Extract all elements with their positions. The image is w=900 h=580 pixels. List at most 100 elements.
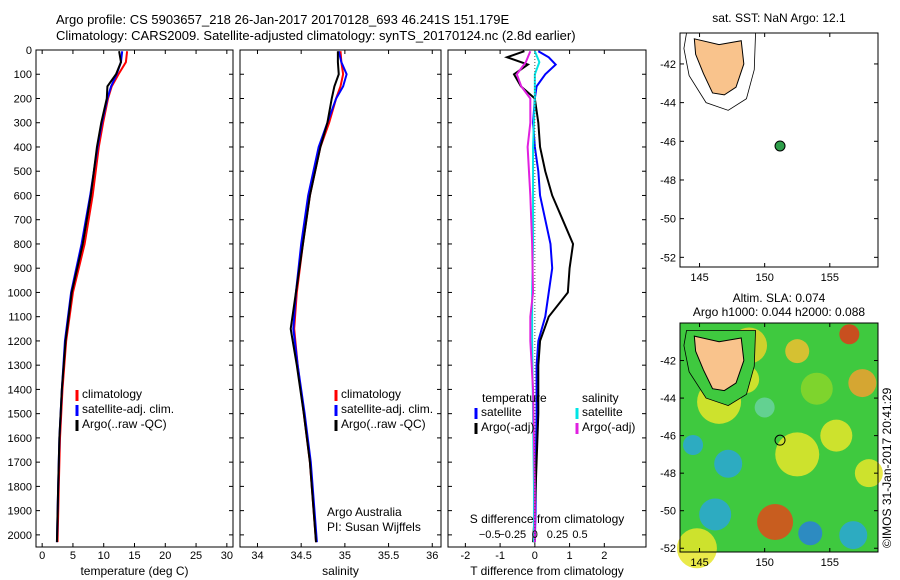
sla-anomaly-blob (775, 432, 820, 477)
x-tick-label: 0 (532, 550, 538, 562)
sla-map-subtitle: Argo h1000: 0.044 h2000: 0.088 (693, 305, 865, 319)
sla-anomaly-blob (754, 397, 775, 418)
x-axis-label: salinity (322, 564, 359, 578)
sla-anomaly-blob (714, 449, 743, 478)
sla-anomaly-blob (757, 503, 794, 540)
series-line-temperature-2 (55, 51, 122, 543)
y-tick-label: 1900 (8, 506, 32, 518)
sla-anomaly-blob (839, 521, 868, 550)
top-tick-label: −0.25 (498, 529, 526, 541)
x-tick-label: 1 (567, 550, 573, 562)
map-y-tick-label: -48 (660, 175, 676, 187)
map-x-tick-label: 150 (755, 272, 773, 284)
x-tick-label: -2 (460, 550, 470, 562)
x-tick-label: 30 (221, 550, 233, 562)
y-tick-label: 1800 (8, 481, 32, 493)
map-y-tick-label: -52 (660, 543, 676, 555)
x-tick-label: 36 (426, 550, 438, 562)
map-y-tick-label: -44 (660, 393, 676, 405)
map-x-tick-label: 155 (821, 272, 839, 284)
imos-timestamp: ©IMOS 31-Jan-2017 20:41:29 (880, 387, 894, 548)
x-tick-label: -1 (495, 550, 505, 562)
top-tick-label: 0.25 (547, 529, 568, 541)
map-y-tick-label: -48 (660, 468, 676, 480)
legend-entry: climatology (82, 387, 142, 401)
legend-entry: satellite-adj. clim. (82, 402, 174, 416)
x-tick-label: 5 (70, 550, 76, 562)
map-x-tick-label: 145 (690, 557, 708, 569)
y-tick-label: 0 (26, 45, 32, 57)
map-frame-sla_map (679, 322, 879, 553)
x-tick-label: 34.5 (290, 550, 311, 562)
x-axis-label: temperature (deg C) (80, 564, 188, 578)
x-tick-label: 35.5 (378, 550, 399, 562)
map-y-tick-label: -52 (660, 252, 676, 264)
map-x-tick-label: 150 (755, 557, 773, 569)
sla-anomaly-blob (683, 435, 704, 456)
series-line-difference-3 (515, 50, 536, 543)
y-tick-label: 1700 (8, 457, 32, 469)
sla-anomaly-blob (676, 528, 717, 569)
legend-entry: Argo(-adj) (582, 420, 635, 434)
series-line-salinity-1 (292, 50, 348, 543)
legend-entry: Argo(..raw -QC) (341, 417, 426, 431)
y-tick-label: 700 (14, 215, 32, 227)
legend-entry: Argo(-adj) (481, 420, 534, 434)
series-line-salinity-2 (289, 51, 340, 543)
y-tick-label: 1200 (8, 336, 32, 348)
series-line-salinity-0 (293, 51, 345, 543)
axes-frame-difference (447, 49, 647, 548)
sla-anomaly-blob (699, 498, 732, 531)
map-y-tick-label: -42 (660, 356, 676, 368)
legend-title-salinity: salinity (582, 391, 619, 405)
sla-anomaly-blob (800, 372, 833, 405)
top-axis-label: S difference from climatology (470, 512, 625, 526)
x-tick-label: 34 (251, 550, 263, 562)
map-x-tick-label: 155 (821, 557, 839, 569)
x-tick-label: 25 (190, 550, 202, 562)
map-y-tick-label: -50 (660, 214, 676, 226)
x-tick-label: 0 (39, 550, 45, 562)
y-tick-label: 1400 (8, 384, 32, 396)
axes-frame-temperature (35, 49, 234, 548)
y-tick-label: 400 (14, 142, 32, 154)
sla-anomaly-blob (848, 369, 877, 398)
y-tick-label: 200 (14, 93, 32, 105)
x-tick-label: 2 (601, 550, 607, 562)
legend-entry: satellite-adj. clim. (341, 402, 433, 416)
annotation-argo-australia: Argo Australia (327, 505, 402, 519)
x-axis-label: T difference from climatology (470, 564, 624, 578)
y-tick-label: 1000 (8, 287, 32, 299)
series-line-difference-0 (532, 50, 558, 543)
map-y-tick-label: -46 (660, 136, 676, 148)
y-tick-label: 600 (14, 190, 32, 202)
legend-entry: climatology (341, 387, 401, 401)
sst-map-title: sat. SST: NaN Argo: 12.1 (712, 11, 846, 25)
chart-title-line2: Climatology: CARS2009. Satellite-adjuste… (56, 28, 576, 43)
series-line-temperature-0 (56, 51, 129, 543)
tasmania-land (693, 38, 745, 96)
map-y-tick-label: -46 (660, 431, 676, 443)
argo-float-marker (774, 434, 786, 446)
sla-anomaly-blob (820, 419, 853, 452)
chart-title-line1: Argo profile: CS 5903657_218 26-Jan-2017… (56, 12, 510, 27)
x-tick-label: 20 (159, 550, 171, 562)
x-tick-label: 15 (128, 550, 140, 562)
y-tick-label: 500 (14, 166, 32, 178)
y-tick-label: 800 (14, 239, 32, 251)
sla-map-title: Altim. SLA: 0.074 (733, 291, 826, 305)
y-tick-label: 1600 (8, 433, 32, 445)
y-tick-label: 2000 (8, 530, 32, 542)
series-line-temperature-1 (55, 51, 124, 543)
sla-anomaly-blob (854, 459, 883, 488)
legend-entry: satellite (582, 405, 623, 419)
annotation-pi: PI: Susan Wijffels (327, 520, 421, 534)
axes-frame-salinity (239, 49, 442, 548)
y-tick-label: 900 (14, 263, 32, 275)
map-frame-sst_map (679, 32, 879, 268)
y-tick-label: 1300 (8, 360, 32, 372)
legend-entry: satellite (481, 405, 522, 419)
top-tick-label: 0 (532, 529, 538, 541)
top-tick-label: 0.5 (572, 529, 587, 541)
